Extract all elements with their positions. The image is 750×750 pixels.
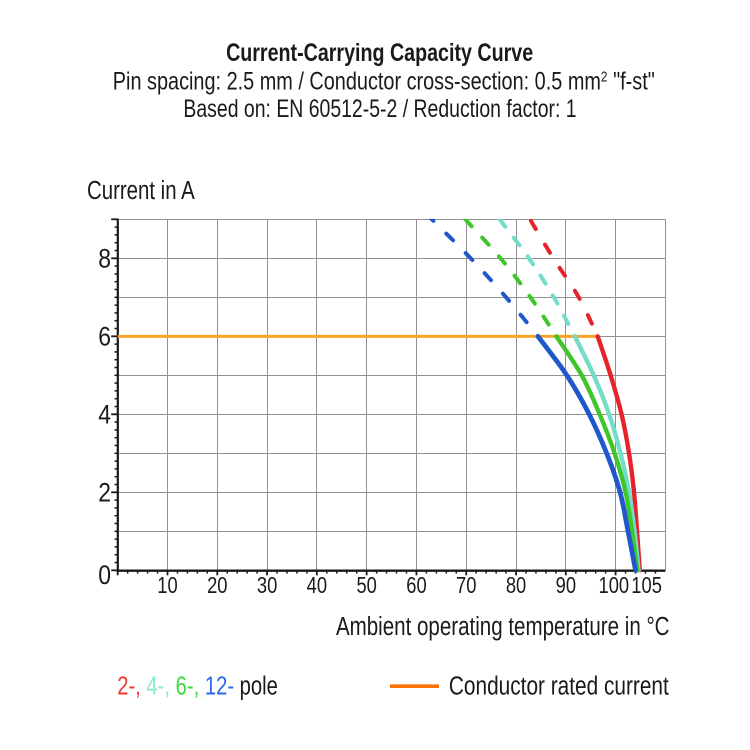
svg-text:Pin spacing: 2.5 mm / Conducto: Pin spacing: 2.5 mm / Conductor cross-se…	[113, 68, 655, 96]
svg-text:20: 20	[207, 573, 227, 599]
svg-text:8: 8	[98, 244, 111, 274]
svg-text:Ambient operating temperature: Ambient operating temperature in °C	[336, 612, 670, 641]
svg-text:Current-Carrying Capacity Curv: Current-Carrying Capacity Curve	[226, 39, 533, 67]
svg-text:70: 70	[456, 573, 476, 599]
svg-text:2: 2	[98, 478, 111, 508]
svg-text:6: 6	[98, 322, 111, 352]
svg-text:0: 0	[98, 560, 111, 590]
svg-text:50: 50	[356, 573, 376, 599]
svg-text:2-, 4-, 6-, 12- pole: 2-, 4-, 6-, 12- pole	[117, 671, 278, 700]
svg-text:30: 30	[257, 573, 277, 599]
svg-text:40: 40	[307, 573, 327, 599]
svg-text:60: 60	[406, 573, 426, 599]
svg-text:90: 90	[556, 573, 576, 599]
svg-text:105: 105	[631, 573, 662, 599]
svg-text:10: 10	[157, 573, 177, 599]
svg-text:80: 80	[506, 573, 526, 599]
svg-text:100: 100	[599, 573, 630, 599]
svg-text:Conductor rated current: Conductor rated current	[449, 671, 669, 700]
svg-text:4: 4	[98, 400, 111, 430]
svg-text:Current in A: Current in A	[87, 176, 195, 205]
svg-text:Based on: EN 60512-5-2 / Reduc: Based on: EN 60512-5-2 / Reduction facto…	[183, 95, 576, 123]
